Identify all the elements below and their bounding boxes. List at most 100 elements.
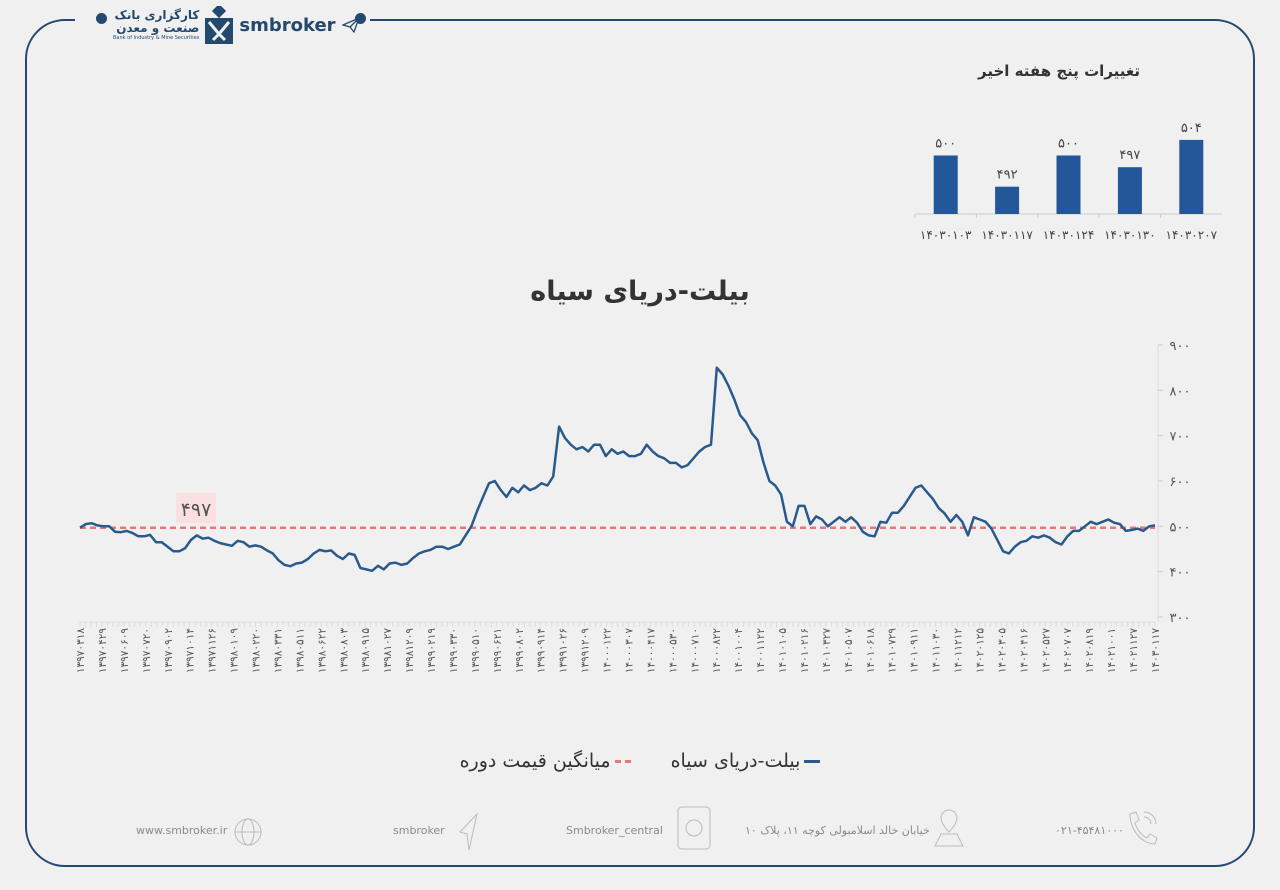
mean-label: ۴۹۷	[181, 499, 212, 521]
logo-text-en: Bank of Industry & Mine Securities	[113, 35, 200, 41]
x-tick-label: ۱۴۰۰۱۱۲۲	[755, 628, 767, 673]
x-tick-label: ۱۴۰۲۱۰۰۱	[1106, 628, 1118, 673]
x-tick-label: ۱۳۹۸۰۱۰۹	[229, 628, 241, 673]
x-tick-label: ۱۴۰۲۰۴۱۶	[1018, 628, 1030, 673]
x-tick-label: ۱۳۹۹۱۲۰۹	[580, 628, 592, 673]
x-tick-label: ۱۴۰۱۰۵۰۷	[843, 628, 855, 673]
x-tick-label: ۱۴۰۰۰۵۳۰	[667, 628, 679, 673]
x-tick-label: ۱۳۹۷۱۰۱۴	[185, 628, 197, 673]
logo-text-fa-2: صنعت و معدن	[116, 21, 200, 35]
x-tick-label: ۱۴۰۰۰۳۰۷	[623, 628, 635, 673]
globe-icon	[234, 818, 262, 846]
logo: کارگزاری بانک صنعت و معدن Bank of Indust…	[113, 6, 360, 44]
bank-logo-icon	[205, 6, 234, 44]
bar-category-label: ۱۴۰۳۰۱۰۳	[920, 228, 972, 242]
x-tick-label: ۱۴۰۱۱۰۳۰	[931, 628, 943, 673]
y-tick-label: ۷۰۰	[1170, 430, 1191, 445]
x-tick-label: ۱۴۰۰۰۴۱۷	[645, 628, 657, 673]
bar-chart-title: تغییرات پنج هفته اخیر	[978, 62, 1140, 80]
x-tick-label: ۱۴۰۳۰۱۱۷	[1150, 628, 1162, 673]
location-pin-icon	[934, 809, 964, 847]
bar	[995, 186, 1020, 214]
bar	[1117, 167, 1142, 214]
line-chart-title: بیلت-دریای سیاه	[530, 276, 750, 307]
bar-value-label: ۵۰۰	[935, 137, 956, 152]
y-tick-label: ۶۰۰	[1170, 475, 1191, 490]
footer-address: خیابان خالد اسلامبولی کوچه ۱۱، پلاک ۱۰	[745, 824, 930, 837]
bar-category-label: ۱۴۰۳۰۱۳۰	[1104, 228, 1156, 242]
x-tick-label: ۱۳۹۷۱۱۲۶	[207, 628, 219, 673]
footer-phone[interactable]: ۰۲۱-۴۵۴۸۱۰۰۰	[1055, 824, 1124, 837]
x-tick-label: ۱۴۰۰۱۰۰۴	[733, 628, 745, 673]
bar-value-label: ۴۹۲	[997, 168, 1018, 183]
telegram-icon	[459, 812, 478, 851]
legend-label: بیلت-دریای سیاه	[670, 750, 801, 772]
x-tick-label: ۱۳۹۸۰۲۲۰	[251, 628, 263, 673]
x-tick-label: ۱۴۰۰۰۷۱۰	[689, 628, 701, 673]
legend-swatch-dashed	[614, 760, 631, 763]
footer-website[interactable]: www.smbroker.ir	[136, 824, 228, 837]
frame-dot-left	[96, 13, 107, 24]
x-tick-label: ۱۳۹۸۰۶۲۲	[316, 628, 328, 673]
bar-chart: ۵۰۰ ۱۴۰۳۰۱۰۳ ۴۹۲ ۱۴۰۳۰۱۱۷ ۵۰۰ ۱۴۰۳۰۱۲۴ ۴۹۷ ۱۴۰۳…	[914, 121, 1222, 242]
x-tick-label: ۱۴۰۲۰۸۱۹	[1084, 628, 1096, 673]
x-tick-label: ۱۴۰۲۰۷۰۷	[1062, 628, 1074, 673]
footer-instagram[interactable]: Smbroker_central	[566, 824, 663, 837]
x-tick-label: ۱۳۹۹۰۹۱۴	[536, 628, 548, 673]
x-tick-label: ۱۳۹۹۰۸۰۲	[514, 628, 526, 673]
x-tick-label: ۱۴۰۲۱۱۲۷	[1128, 628, 1140, 673]
x-tick-label: ۱۳۹۸۰۸۰۳	[338, 628, 350, 673]
x-tick-label: ۱۴۰۲۰۱۲۵	[974, 628, 986, 673]
legend: بیلت-دریای سیاه میانگین قیمت دوره	[0, 750, 1280, 772]
mean-label-bg	[176, 493, 216, 523]
x-tick-label: ۱۳۹۷۰۳۱۸	[75, 628, 87, 673]
x-tick-label: ۱۳۹۷۰۷۲۰	[141, 628, 153, 673]
x-tick-label: ۱۴۰۱۰۳۲۷	[821, 628, 833, 673]
x-tick-label: ۱۴۰۱۰۹۱۱	[909, 628, 921, 673]
x-tick-label: ۱۳۹۹۰۲۱۹	[426, 628, 438, 673]
x-tick-label: ۱۴۰۲۰۵۲۷	[1040, 628, 1052, 673]
bar-category-label: ۱۴۰۳۰۱۱۷	[981, 228, 1033, 242]
x-tick-label: ۱۳۹۸۱۰۲۷	[382, 628, 394, 673]
bar	[1179, 139, 1204, 214]
price-line	[79, 366, 1156, 573]
x-tick-label: ۱۳۹۹۰۶۲۱	[492, 628, 504, 673]
x-tick-label: ۱۳۹۸۱۲۰۹	[404, 628, 416, 673]
x-tick-label: ۱۴۰۱۰۲۱۶	[799, 628, 811, 673]
footer-telegram[interactable]: smbroker	[393, 824, 445, 837]
logo-text-fa-1: کارگزاری بانک	[114, 8, 200, 22]
x-tick-label: ۱۴۰۱۱۲۱۲	[953, 628, 965, 673]
bar-value-label: ۵۰۴	[1181, 121, 1202, 136]
bar-category-label: ۱۴۰۳۰۱۲۴	[1043, 228, 1095, 242]
x-tick-label: ۱۳۹۸۰۹۱۵	[360, 628, 372, 673]
x-tick-label: ۱۳۹۸۰۵۱۱	[294, 628, 306, 673]
legend-label: میانگین قیمت دوره	[459, 750, 611, 772]
bar-value-label: ۴۹۷	[1119, 148, 1140, 163]
bar-value-label: ۵۰۰	[1058, 137, 1079, 152]
x-tick-label: ۱۴۰۰۰۱۲۲	[602, 628, 614, 673]
x-tick-label: ۱۴۰۱۰۶۱۸	[865, 628, 877, 673]
x-tick-label: ۱۳۹۷۰۹۰۲	[163, 628, 175, 673]
x-tick-label: ۱۴۰۲۰۳۰۵	[996, 628, 1008, 673]
x-tick-label: ۱۳۹۹۱۰۲۶	[558, 628, 570, 673]
y-tick-label: ۴۰۰	[1170, 566, 1191, 581]
y-tick-label: ۳۰۰	[1170, 611, 1191, 626]
legend-item-price: بیلت-دریای سیاه	[671, 750, 821, 772]
legend-swatch-solid	[804, 760, 821, 763]
line-chart: ۳۰۰ ۴۰۰ ۵۰۰ ۶۰۰ ۷۰۰ ۸۰۰ ۹۰۰ ۱۳۹۷۰۳۱۸ ۱۳۹۷۰۴۲۹ ۱۳۹…	[75, 339, 1191, 673]
page-frame	[25, 19, 1255, 867]
paper-plane-icon	[341, 17, 360, 33]
y-tick-label: ۵۰۰	[1170, 520, 1191, 535]
y-tick-label: ۸۰۰	[1170, 384, 1191, 399]
bar-category-label: ۱۴۰۳۰۲۰۷	[1166, 228, 1218, 242]
bar	[1056, 155, 1081, 214]
y-tick-label: ۹۰۰	[1170, 339, 1191, 354]
x-tick-label: ۱۳۹۸۰۳۳۱	[272, 628, 284, 673]
frame-dot-right	[355, 13, 366, 24]
instagram-icon	[677, 806, 711, 850]
x-tick-label: ۱۴۰۱۰۷۲۹	[887, 628, 899, 673]
x-tick-label: ۱۳۹۹۰۳۳۰	[448, 628, 460, 673]
phone-icon	[1129, 811, 1158, 845]
x-tick-label: ۱۳۹۹۰۵۱۰	[470, 628, 482, 673]
x-tick-label: ۱۳۹۷۰۶۰۹	[119, 628, 131, 673]
